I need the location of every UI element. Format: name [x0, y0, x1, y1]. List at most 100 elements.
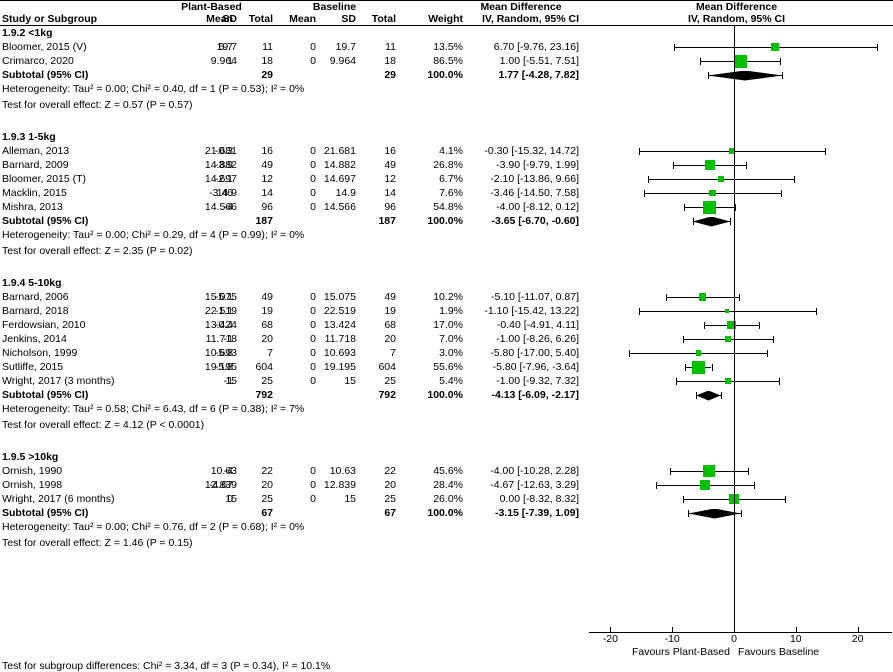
- cell-baseline-total: 25: [384, 375, 396, 387]
- cell-plant-sd: 19.7: [216, 41, 237, 53]
- cell-weight: 6.7%: [439, 173, 463, 185]
- confidence-interval-cap: [877, 44, 879, 51]
- confidence-interval-cap: [682, 336, 684, 343]
- cell-baseline-sd: 21.681: [323, 145, 356, 157]
- subgroup-heading-3: 1.9.5 >10kg: [2, 451, 59, 463]
- header-baseline-mean: Mean: [289, 13, 316, 25]
- favours-right-label: Favours Baseline: [738, 646, 820, 658]
- subgroup-heading-0: 1.9.2 <1kg: [2, 27, 53, 39]
- study-row: Mishra, 2013 -4 14.566 96 0 14.566 96 54.8% -4.0…: [0, 202, 580, 213]
- cell-study: Jenkins, 2014: [2, 333, 67, 345]
- cell-baseline-total: 29: [384, 69, 396, 81]
- effect-estimate-marker: [733, 54, 747, 68]
- cell-mean-difference: 6.70 [-9.76, 23.16]: [493, 41, 579, 53]
- effect-estimate-marker: [709, 189, 716, 197]
- cell-study: Crimarco, 2020: [2, 55, 74, 67]
- confidence-interval-cap: [703, 322, 705, 329]
- cell-baseline-total: 604: [378, 361, 396, 373]
- cell-weight: 45.6%: [433, 465, 463, 477]
- effect-estimate-marker: [717, 175, 725, 183]
- confidence-interval-cap: [779, 378, 781, 385]
- cell-plant-mean: -3.9: [214, 159, 233, 171]
- cell-baseline-mean: 0: [310, 291, 316, 303]
- effect-estimate-marker: [699, 479, 711, 491]
- cell-baseline-total: 20: [384, 333, 396, 345]
- cell-study: Alleman, 2013: [2, 145, 70, 157]
- column-group-mean-difference-plot: Mean Difference: [695, 1, 778, 13]
- cell-plant-mean: -3.46: [209, 187, 233, 199]
- cell-baseline-sd: 10.693: [323, 347, 356, 359]
- cell-study: Subtotal (95% CI): [2, 69, 89, 81]
- subgroup-heading-1: 1.9.3 1-5kg: [2, 131, 56, 143]
- study-row: Wright, 2017 (3 months) -1 15 25 0 15 25 5.4% -1…: [0, 376, 580, 387]
- cell-baseline-mean: 0: [310, 493, 316, 505]
- confidence-interval-cap: [739, 294, 741, 301]
- cell-baseline-mean: 0: [310, 465, 316, 477]
- cell-baseline-sd: 15: [344, 493, 356, 505]
- confidence-interval-cap: [673, 44, 675, 51]
- cell-weight: 3.0%: [439, 347, 463, 359]
- cell-mean-difference: 1.00 [-5.51, 7.51]: [499, 55, 579, 67]
- cell-study: Barnard, 2018: [2, 305, 69, 317]
- cell-weight: 17.0%: [433, 319, 463, 331]
- cell-weight: 54.8%: [433, 201, 463, 213]
- cell-baseline-sd: 11.718: [324, 333, 356, 345]
- cell-baseline-mean: 0: [310, 479, 316, 491]
- test-overall-effect-3: Test for overall effect: Z = 1.46 (P = 0…: [2, 536, 193, 549]
- study-row: Barnard, 2018 -1.1 22.519 19 0 22.519 19 1.9% -1…: [0, 306, 580, 317]
- effect-estimate-marker: [724, 335, 732, 343]
- cell-plant-total: 19: [261, 305, 273, 317]
- cell-baseline-sd: 15.075: [323, 291, 356, 303]
- confidence-interval-cap: [734, 204, 736, 211]
- cell-study: Nicholson, 1999: [2, 347, 78, 359]
- cell-mean-difference: -1.00 [-9.32, 7.32]: [496, 375, 579, 387]
- study-row: Crimarco, 2020 1 9.964 18 0 9.964 18 86.5% 1.00 …: [0, 56, 580, 67]
- cell-plant-total: 96: [261, 201, 273, 213]
- cell-weight: 100.0%: [427, 507, 463, 519]
- cell-plant-sd: 19.195: [204, 361, 237, 373]
- confidence-interval-cap: [785, 496, 787, 503]
- header-rule-bottom: [0, 25, 893, 26]
- cell-baseline-sd: 14.697: [323, 173, 356, 185]
- cell-plant-mean: 0: [227, 493, 233, 505]
- cell-baseline-mean: 0: [310, 375, 316, 387]
- cell-baseline-mean: 0: [310, 201, 316, 213]
- forest-plot-canvas: -20 -10 0 10 20 Favours Plant-Based Favours Ba…: [580, 0, 893, 672]
- cell-study: Subtotal (95% CI): [2, 507, 89, 519]
- cell-plant-sd: 14.697: [204, 173, 237, 185]
- cell-mean-difference: -4.67 [-12.63, 3.29]: [490, 479, 579, 491]
- header-baseline-sd: SD: [341, 13, 356, 25]
- confidence-interval-cap: [676, 378, 678, 385]
- cell-mean-difference: -0.40 [-4.91, 4.11]: [496, 319, 579, 331]
- cell-study: Barnard, 2009: [2, 159, 69, 171]
- study-row: Nicholson, 1999 -5.8 10.693 7 0 10.693 7 3.0% -5…: [0, 348, 580, 359]
- confidence-interval-cap: [655, 482, 657, 489]
- cell-baseline-total: 96: [384, 201, 396, 213]
- header-plant-mean: Mean: [206, 13, 233, 25]
- column-group-plant-based: Plant-Based: [181, 1, 242, 13]
- cell-mean-difference: -4.13 [-6.09, -2.17]: [491, 389, 579, 401]
- cell-baseline-total: 22: [384, 465, 396, 477]
- cell-plant-mean: -4.67: [209, 479, 233, 491]
- cell-plant-sd: 15: [225, 375, 237, 387]
- cell-plant-total: 68: [261, 319, 273, 331]
- cell-plant-mean: 6.7: [218, 41, 233, 53]
- cell-mean-difference: -4.00 [-8.12, 0.12]: [496, 201, 579, 213]
- cell-baseline-sd: 15: [344, 375, 356, 387]
- cell-plant-sd: 10.63: [210, 465, 237, 477]
- test-overall-effect-1: Test for overall effect: Z = 2.35 (P = 0…: [2, 244, 193, 257]
- confidence-interval-cap: [780, 190, 782, 197]
- effect-estimate-marker: [724, 308, 730, 314]
- confidence-interval-cap: [720, 392, 722, 399]
- cell-baseline-sd: 13.424: [323, 319, 356, 331]
- effect-estimate-marker: [727, 320, 736, 330]
- cell-plant-total: 67: [261, 507, 273, 519]
- cell-mean-difference: -5.10 [-11.07, 0.87]: [491, 291, 579, 303]
- header-weight: Weight: [428, 13, 463, 25]
- favours-left-label: Favours Plant-Based: [631, 646, 730, 658]
- cell-baseline-total: 19: [384, 305, 396, 317]
- cell-plant-mean: -0.3: [214, 145, 233, 157]
- effect-estimate-marker: [695, 350, 701, 356]
- heterogeneity-0: Heterogeneity: Tau² = 0.00; Chi² = 0.40,…: [2, 82, 305, 95]
- cell-plant-total: 20: [261, 333, 273, 345]
